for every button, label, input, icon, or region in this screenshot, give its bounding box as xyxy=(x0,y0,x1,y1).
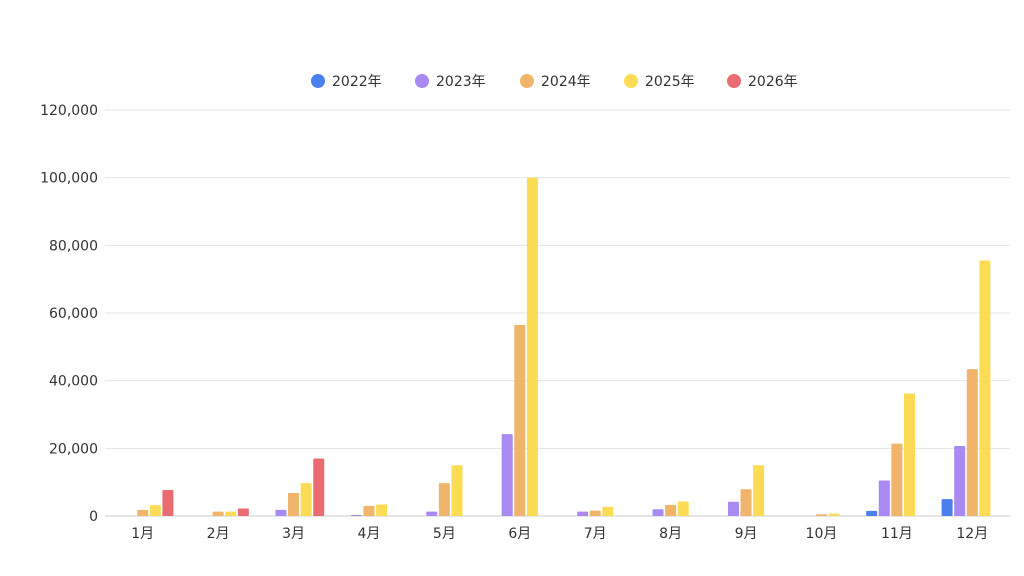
y-tick-label: 40,000 xyxy=(49,374,98,390)
bars xyxy=(137,177,991,516)
bar-2025年-9月[interactable] xyxy=(753,465,765,516)
legend-swatch xyxy=(311,74,325,88)
bar-2025年-7月[interactable] xyxy=(602,506,614,516)
legend-label: 2026年 xyxy=(748,74,798,90)
bar-2024年-5月[interactable] xyxy=(438,483,450,516)
bar-2024年-9月[interactable] xyxy=(740,489,752,516)
bar-2025年-12月[interactable] xyxy=(979,260,991,516)
x-tick-label: 5月 xyxy=(433,526,456,542)
grid xyxy=(105,109,1010,517)
legend-label: 2022年 xyxy=(332,74,382,90)
x-tick-label: 6月 xyxy=(508,526,531,542)
bar-2024年-12月[interactable] xyxy=(966,369,978,516)
legend-item-2022年[interactable]: 2022年 xyxy=(311,74,382,90)
legend-label: 2024年 xyxy=(541,74,591,90)
x-tick-label: 7月 xyxy=(584,526,607,542)
bar-2026年-1月[interactable] xyxy=(162,489,174,516)
legend-label: 2025年 xyxy=(645,74,695,90)
bar-2025年-4月[interactable] xyxy=(376,504,388,516)
bar-2023年-12月[interactable] xyxy=(954,445,966,516)
legend-item-2023年[interactable]: 2023年 xyxy=(415,74,486,90)
y-tick-label: 60,000 xyxy=(49,306,98,322)
bar-2023年-5月[interactable] xyxy=(426,511,438,516)
bar-2025年-5月[interactable] xyxy=(451,465,463,516)
bar-2024年-1月[interactable] xyxy=(137,509,149,516)
x-tick-label: 2月 xyxy=(207,526,230,542)
bar-2024年-6月[interactable] xyxy=(514,324,526,516)
bar-2022年-11月[interactable] xyxy=(866,510,878,516)
bar-2024年-3月[interactable] xyxy=(288,492,300,516)
legend: 2022年 2023年 2024年 2025年 2026年 xyxy=(311,74,798,90)
legend-item-2024年[interactable]: 2024年 xyxy=(520,74,591,90)
bar-2024年-2月[interactable] xyxy=(212,511,224,516)
bar-2025年-8月[interactable] xyxy=(677,501,689,516)
x-tick-label: 1月 xyxy=(131,526,154,542)
bar-2024年-4月[interactable] xyxy=(363,505,375,516)
bar-2023年-11月[interactable] xyxy=(878,480,890,516)
bar-2025年-3月[interactable] xyxy=(300,483,312,516)
bar-2023年-4月[interactable] xyxy=(350,514,362,516)
y-tick-label: 100,000 xyxy=(40,171,98,187)
y-tick-label: 0 xyxy=(89,509,98,525)
bar-2023年-6月[interactable] xyxy=(501,434,513,516)
x-tick-label: 11月 xyxy=(881,526,913,542)
bar-2025年-10月[interactable] xyxy=(828,513,840,516)
y-axis: 0 20,000 40,000 60,000 80,000 100,000 120,000 xyxy=(40,103,98,525)
legend-item-2025年[interactable]: 2025年 xyxy=(624,74,695,90)
bar-2025年-2月[interactable] xyxy=(225,511,237,516)
x-tick-label: 8月 xyxy=(659,526,682,542)
x-tick-label: 4月 xyxy=(357,526,380,542)
bar-2022年-12月[interactable] xyxy=(941,499,953,516)
bar-2026年-3月[interactable] xyxy=(313,458,325,516)
x-tick-label: 10月 xyxy=(806,526,838,542)
x-tick-label: 12月 xyxy=(956,526,988,542)
y-tick-label: 120,000 xyxy=(40,103,98,119)
bar-2025年-1月[interactable] xyxy=(149,505,161,516)
bar-2023年-9月[interactable] xyxy=(727,501,739,516)
bar-2023年-8月[interactable] xyxy=(652,509,664,516)
legend-swatch xyxy=(624,74,638,88)
bar-2023年-3月[interactable] xyxy=(275,509,287,516)
legend-item-2026年[interactable]: 2026年 xyxy=(727,74,798,90)
x-tick-label: 3月 xyxy=(282,526,305,542)
legend-swatch xyxy=(520,74,534,88)
bar-2024年-11月[interactable] xyxy=(891,443,903,516)
y-tick-label: 20,000 xyxy=(49,441,98,457)
bar-2024年-7月[interactable] xyxy=(589,510,601,516)
bar-2024年-8月[interactable] xyxy=(665,504,677,516)
legend-label: 2023年 xyxy=(436,74,486,90)
x-axis: 1月 2月 3月 4月 5月 6月 7月 8月 9月 10月 11月 12月 xyxy=(131,526,988,542)
bar-2025年-6月[interactable] xyxy=(526,177,538,516)
bar-2026年-2月[interactable] xyxy=(237,508,249,516)
legend-swatch xyxy=(415,74,429,88)
bar-2023年-7月[interactable] xyxy=(577,511,589,516)
bar-2024年-10月[interactable] xyxy=(815,514,827,516)
bar-2025年-11月[interactable] xyxy=(903,393,915,516)
legend-swatch xyxy=(727,74,741,88)
x-tick-label: 9月 xyxy=(735,526,758,542)
y-tick-label: 80,000 xyxy=(49,238,98,254)
